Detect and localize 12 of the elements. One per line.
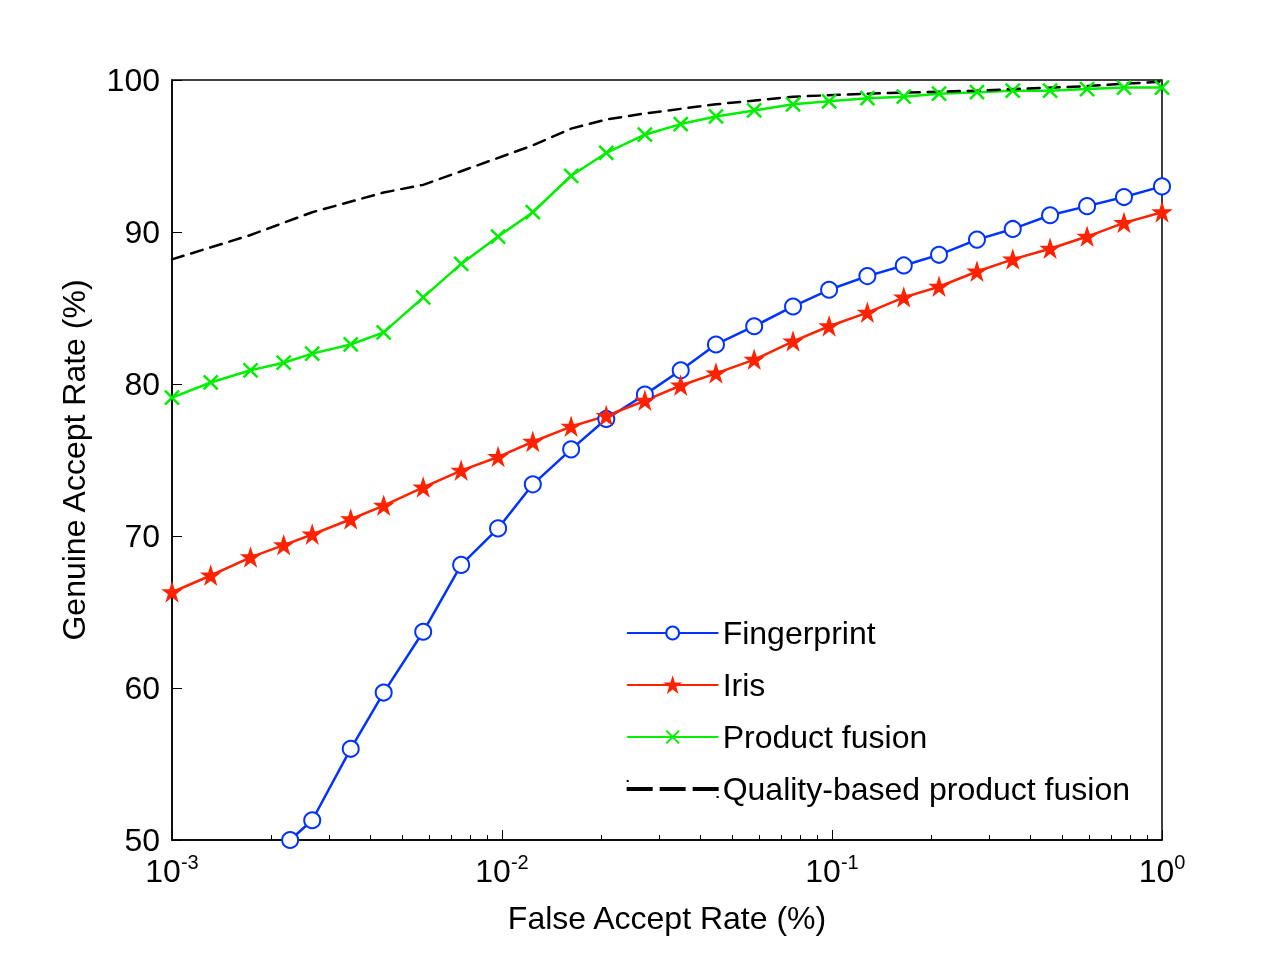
x-axis-title: False Accept Rate (%): [507, 900, 827, 936]
y-tick-label: 80: [124, 366, 160, 402]
legend-label: Quality-based product fusion: [722, 771, 1130, 807]
y-tick-label: 90: [124, 214, 160, 250]
y-tick-label: 50: [124, 822, 160, 858]
legend-label: Fingerprint: [722, 615, 876, 651]
legend-label: Iris: [722, 667, 766, 703]
legend-label: Product fusion: [722, 719, 928, 755]
y-axis-title: Genuine Accept Rate (%): [56, 279, 92, 641]
y-tick-label: 70: [124, 518, 160, 554]
y-tick-label: 100: [106, 62, 160, 98]
y-tick-label: 60: [124, 670, 160, 706]
